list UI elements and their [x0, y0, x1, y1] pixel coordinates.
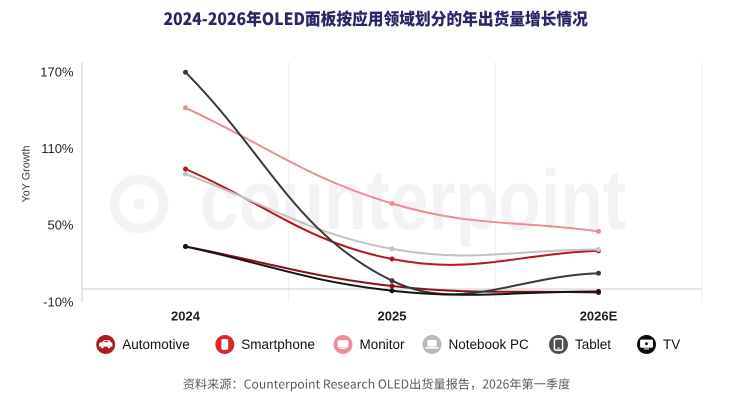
svg-text:50%: 50%	[47, 218, 73, 233]
svg-text:Automotive: Automotive	[122, 337, 190, 352]
svg-text:TV: TV	[663, 337, 680, 352]
svg-text:Tablet: Tablet	[575, 337, 611, 352]
svg-text:2024: 2024	[171, 309, 201, 324]
svg-text:Monitor: Monitor	[360, 337, 406, 352]
svg-text:counterpoint: counterpoint	[200, 154, 626, 248]
svg-text:2026E: 2026E	[580, 309, 618, 324]
svg-text:170%: 170%	[40, 64, 74, 79]
svg-text:110%: 110%	[41, 141, 74, 156]
svg-text:Smartphone: Smartphone	[241, 337, 315, 352]
svg-text:YoY Growth: YoY Growth	[21, 145, 33, 202]
svg-text:Notebook PC: Notebook PC	[449, 337, 530, 352]
svg-text:2025: 2025	[378, 309, 407, 324]
svg-text:-10%: -10%	[43, 294, 74, 309]
